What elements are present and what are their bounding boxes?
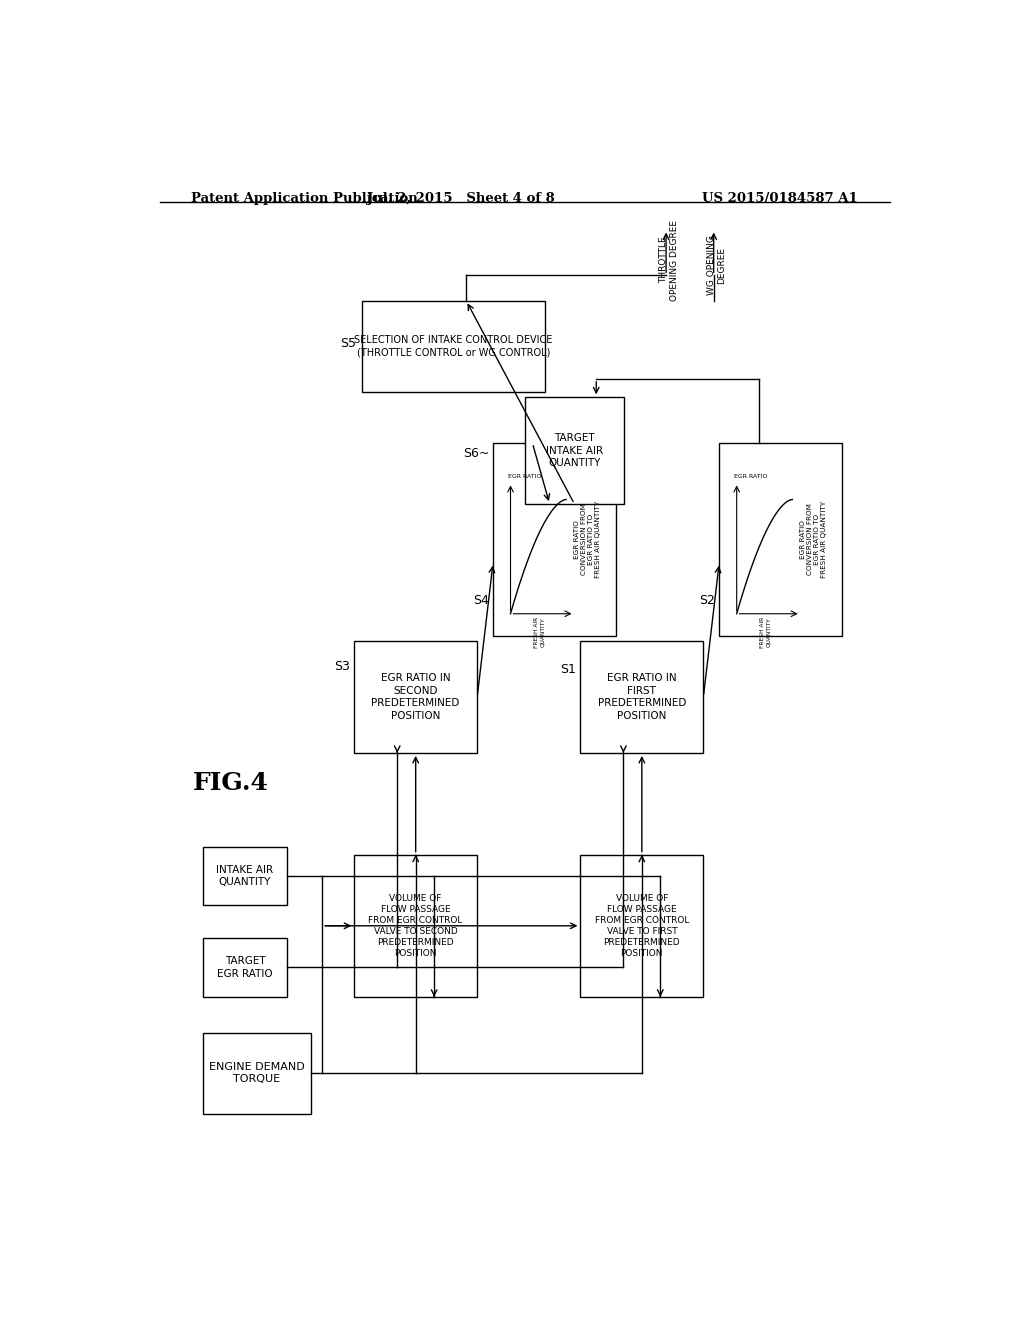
- Text: FRESH AIR
QUANTITY: FRESH AIR QUANTITY: [760, 616, 771, 648]
- Text: EGR RATIO
CONVERSION FROM
EGR RATIO TO
FRESH AIR QUANTITY: EGR RATIO CONVERSION FROM EGR RATIO TO F…: [574, 502, 601, 578]
- Text: EGR RATIO: EGR RATIO: [734, 474, 768, 479]
- Text: S6~: S6~: [463, 446, 489, 459]
- Text: S3: S3: [334, 660, 350, 673]
- Text: EGR RATIO
CONVERSION FROM
EGR RATIO TO
FRESH AIR QUANTITY: EGR RATIO CONVERSION FROM EGR RATIO TO F…: [801, 502, 827, 578]
- Text: TARGET
EGR RATIO: TARGET EGR RATIO: [217, 956, 272, 978]
- Bar: [204, 846, 287, 906]
- Text: WG OPENING
DEGREE: WG OPENING DEGREE: [708, 235, 727, 296]
- Bar: [524, 397, 624, 504]
- Text: TARGET
INTAKE AIR
QUANTITY: TARGET INTAKE AIR QUANTITY: [546, 433, 603, 469]
- Text: Patent Application Publication: Patent Application Publication: [191, 191, 418, 205]
- Text: Jul. 2, 2015   Sheet 4 of 8: Jul. 2, 2015 Sheet 4 of 8: [368, 191, 555, 205]
- Text: VOLUME OF
FLOW PASSAGE
FROM EGR CONTROL
VALVE TO SECOND
PREDETERMINED
POSITION: VOLUME OF FLOW PASSAGE FROM EGR CONTROL …: [369, 894, 463, 958]
- Text: S4: S4: [473, 594, 489, 607]
- Text: VOLUME OF
FLOW PASSAGE
FROM EGR CONTROL
VALVE TO FIRST
PREDETERMINED
POSITION: VOLUME OF FLOW PASSAGE FROM EGR CONTROL …: [595, 894, 689, 958]
- Bar: [494, 444, 616, 636]
- Text: FIG.4: FIG.4: [194, 771, 269, 796]
- Text: S5: S5: [341, 337, 356, 350]
- Text: FRESH AIR
QUANTITY: FRESH AIR QUANTITY: [534, 616, 545, 648]
- Text: THROTTLE
OPENING DEGREE: THROTTLE OPENING DEGREE: [659, 219, 679, 301]
- Text: ENGINE DEMAND
TORQUE: ENGINE DEMAND TORQUE: [209, 1063, 305, 1084]
- Text: SELECTION OF INTAKE CONTROL DEVICE
(THROTTLE CONTROL or WG CONTROL): SELECTION OF INTAKE CONTROL DEVICE (THRO…: [354, 335, 553, 358]
- Bar: [581, 642, 703, 752]
- Text: S2: S2: [699, 594, 715, 607]
- Bar: [354, 642, 477, 752]
- Text: EGR RATIO IN
FIRST
PREDETERMINED
POSITION: EGR RATIO IN FIRST PREDETERMINED POSITIO…: [598, 673, 686, 721]
- Text: US 2015/0184587 A1: US 2015/0184587 A1: [702, 191, 858, 205]
- Text: S1: S1: [560, 663, 577, 676]
- Text: EGR RATIO IN
SECOND
PREDETERMINED
POSITION: EGR RATIO IN SECOND PREDETERMINED POSITI…: [372, 673, 460, 721]
- Bar: [719, 444, 842, 636]
- Bar: [204, 1032, 310, 1114]
- Bar: [362, 301, 545, 392]
- Bar: [581, 854, 703, 997]
- Bar: [354, 854, 477, 997]
- Bar: [204, 939, 287, 997]
- Text: INTAKE AIR
QUANTITY: INTAKE AIR QUANTITY: [216, 865, 273, 887]
- Text: EGR RATIO: EGR RATIO: [508, 474, 542, 479]
